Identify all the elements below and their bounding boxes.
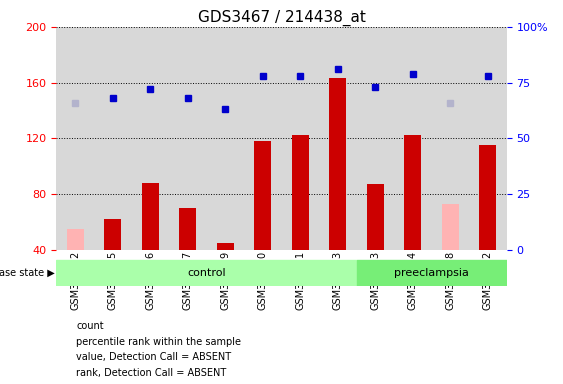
Bar (56, 260, 356, 286)
Text: control: control (187, 268, 226, 278)
Bar (66, 229, 83, 250)
Bar (480, 145, 497, 250)
Text: rank, Detection Call = ABSENT: rank, Detection Call = ABSENT (76, 367, 226, 377)
Bar (217, 243, 234, 250)
Text: value, Detection Call = ABSENT: value, Detection Call = ABSENT (76, 352, 231, 362)
Bar (329, 78, 346, 250)
Title: GDS3467 / 214438_at: GDS3467 / 214438_at (198, 9, 365, 25)
Bar (292, 136, 309, 250)
Bar (404, 136, 421, 250)
Bar (356, 260, 507, 286)
Text: percentile rank within the sample: percentile rank within the sample (76, 337, 241, 347)
Bar (142, 183, 159, 250)
Bar (179, 208, 196, 250)
Text: disease state ▶: disease state ▶ (0, 268, 55, 278)
Bar (367, 184, 384, 250)
Bar (442, 204, 459, 250)
Text: count: count (76, 321, 104, 331)
Bar (104, 219, 121, 250)
Bar (254, 141, 271, 250)
Text: preeclampsia: preeclampsia (394, 268, 469, 278)
